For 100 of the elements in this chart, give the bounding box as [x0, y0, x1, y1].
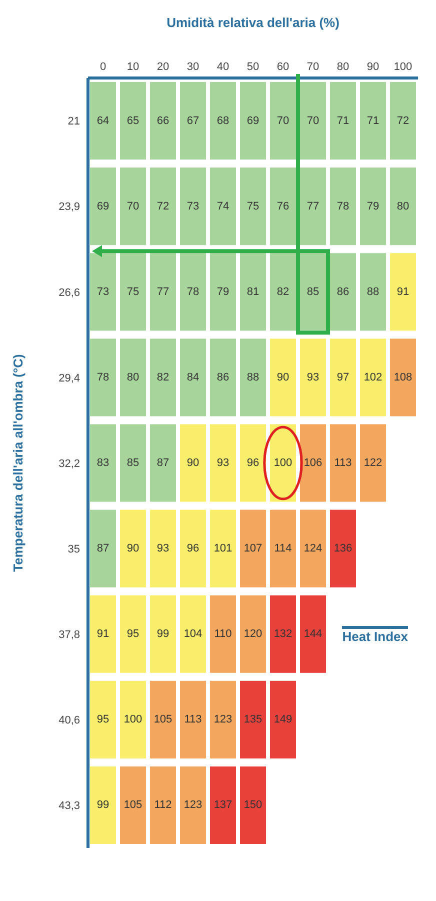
data-label: 100	[274, 457, 292, 469]
data-label: 144	[304, 628, 322, 640]
data-label: 93	[216, 457, 230, 469]
data-label: 114	[274, 542, 292, 555]
data-label: 105	[154, 714, 172, 726]
data-label: 78	[336, 200, 350, 212]
x-axis-title: Umidità relativa dell'aria (%)	[166, 15, 340, 30]
x-tick-label: 10	[126, 61, 140, 73]
y-tick-label: 26,6	[58, 286, 80, 299]
y-tick-label: 40,6	[58, 714, 80, 727]
data-label: 93	[306, 371, 320, 384]
x-tick-label: 70	[306, 61, 320, 73]
x-tick-label: 80	[336, 61, 350, 73]
data-label: 69	[246, 114, 260, 127]
data-label: 97	[336, 371, 350, 384]
data-label: 132	[274, 628, 292, 640]
data-label: 71	[336, 114, 350, 127]
y-tick-label: 37,8	[58, 629, 80, 642]
data-label: 96	[186, 542, 200, 555]
data-label: 95	[96, 714, 110, 726]
data-label: 73	[96, 286, 110, 298]
data-label: 75	[246, 200, 260, 212]
data-label: 107	[244, 542, 262, 555]
data-label: 80	[396, 200, 410, 212]
data-label: 91	[396, 286, 410, 298]
data-label: 95	[126, 628, 140, 640]
data-label: 135	[244, 714, 262, 726]
data-label: 77	[306, 200, 320, 212]
data-label: 75	[126, 286, 140, 298]
data-label: 113	[334, 457, 352, 469]
data-label: 90	[126, 542, 140, 555]
data-label: 93	[156, 542, 170, 555]
data-label: 99	[156, 628, 170, 640]
data-label: 99	[96, 799, 110, 812]
data-label: 78	[96, 371, 110, 384]
y-tick-label: 32,2	[58, 458, 80, 470]
data-label: 81	[246, 286, 260, 298]
data-label: 80	[126, 371, 140, 384]
data-label: 70	[126, 200, 140, 212]
data-label: 88	[246, 371, 260, 384]
data-label: 73	[186, 200, 200, 212]
data-label: 113	[184, 714, 202, 726]
data-label: 90	[276, 371, 290, 384]
data-label: 88	[366, 286, 380, 298]
data-label: 64	[96, 114, 110, 127]
data-label: 86	[336, 286, 350, 298]
data-label: 78	[186, 286, 200, 298]
x-tick-label: 90	[366, 61, 380, 73]
data-label: 69	[96, 200, 110, 212]
data-label: 123	[214, 714, 232, 726]
x-tick-label: 30	[186, 61, 200, 73]
data-label: 104	[184, 628, 202, 640]
y-tick-label: 23,9	[58, 201, 80, 214]
data-label: 82	[276, 286, 290, 298]
data-label: 105	[124, 799, 142, 812]
data-label: 91	[96, 628, 110, 640]
data-label: 74	[216, 200, 230, 212]
annotation: Heat Index	[342, 626, 408, 644]
data-label: 136	[334, 542, 352, 555]
data-label: 96	[246, 457, 260, 469]
data-label: 66	[156, 114, 170, 127]
data-label: 150	[244, 799, 262, 812]
y-tick-label: 43,3	[58, 800, 80, 812]
data-label: 77	[156, 286, 170, 298]
data-label: 72	[156, 200, 170, 212]
data-label: 70	[276, 114, 290, 127]
y-axis-title: Temperatura dell'aria all'ombra (°C)	[10, 354, 26, 572]
x-tick-label: 100	[394, 61, 412, 73]
data-label: 70	[306, 114, 320, 127]
y-tick-label: 21	[68, 116, 80, 128]
data-label: 120	[244, 628, 262, 640]
data-label: 85	[126, 457, 140, 469]
data-label: 79	[216, 286, 230, 298]
data-label: 102	[364, 371, 382, 384]
data-label: 85	[306, 286, 320, 298]
x-tick-label: 0	[100, 61, 106, 73]
data-label: 123	[184, 799, 202, 812]
data-label: 84	[186, 371, 200, 384]
data-label: 110	[214, 628, 232, 640]
data-label: 65	[126, 114, 140, 127]
data-label: 68	[216, 114, 230, 127]
y-tick-label: 35	[68, 543, 80, 556]
data-label: 67	[186, 114, 200, 127]
data-label: 90	[186, 457, 200, 469]
data-label: 122	[364, 457, 382, 469]
data-label: 86	[216, 371, 230, 384]
x-tick-label: 60	[276, 61, 290, 73]
y-tick-label: 29,4	[58, 372, 80, 384]
data-label: 106	[304, 457, 322, 469]
data-label: 82	[156, 371, 170, 384]
data-label: 124	[304, 542, 322, 555]
data-label: 108	[394, 371, 412, 384]
data-label: 71	[366, 114, 380, 127]
data-label: 101	[214, 542, 232, 555]
data-label: 83	[96, 457, 110, 469]
data-label: 87	[156, 457, 170, 469]
data-label: 112	[154, 799, 172, 812]
x-tick-label: 40	[216, 61, 230, 73]
x-tick-label: 50	[246, 61, 260, 73]
data-label: 72	[396, 114, 410, 127]
